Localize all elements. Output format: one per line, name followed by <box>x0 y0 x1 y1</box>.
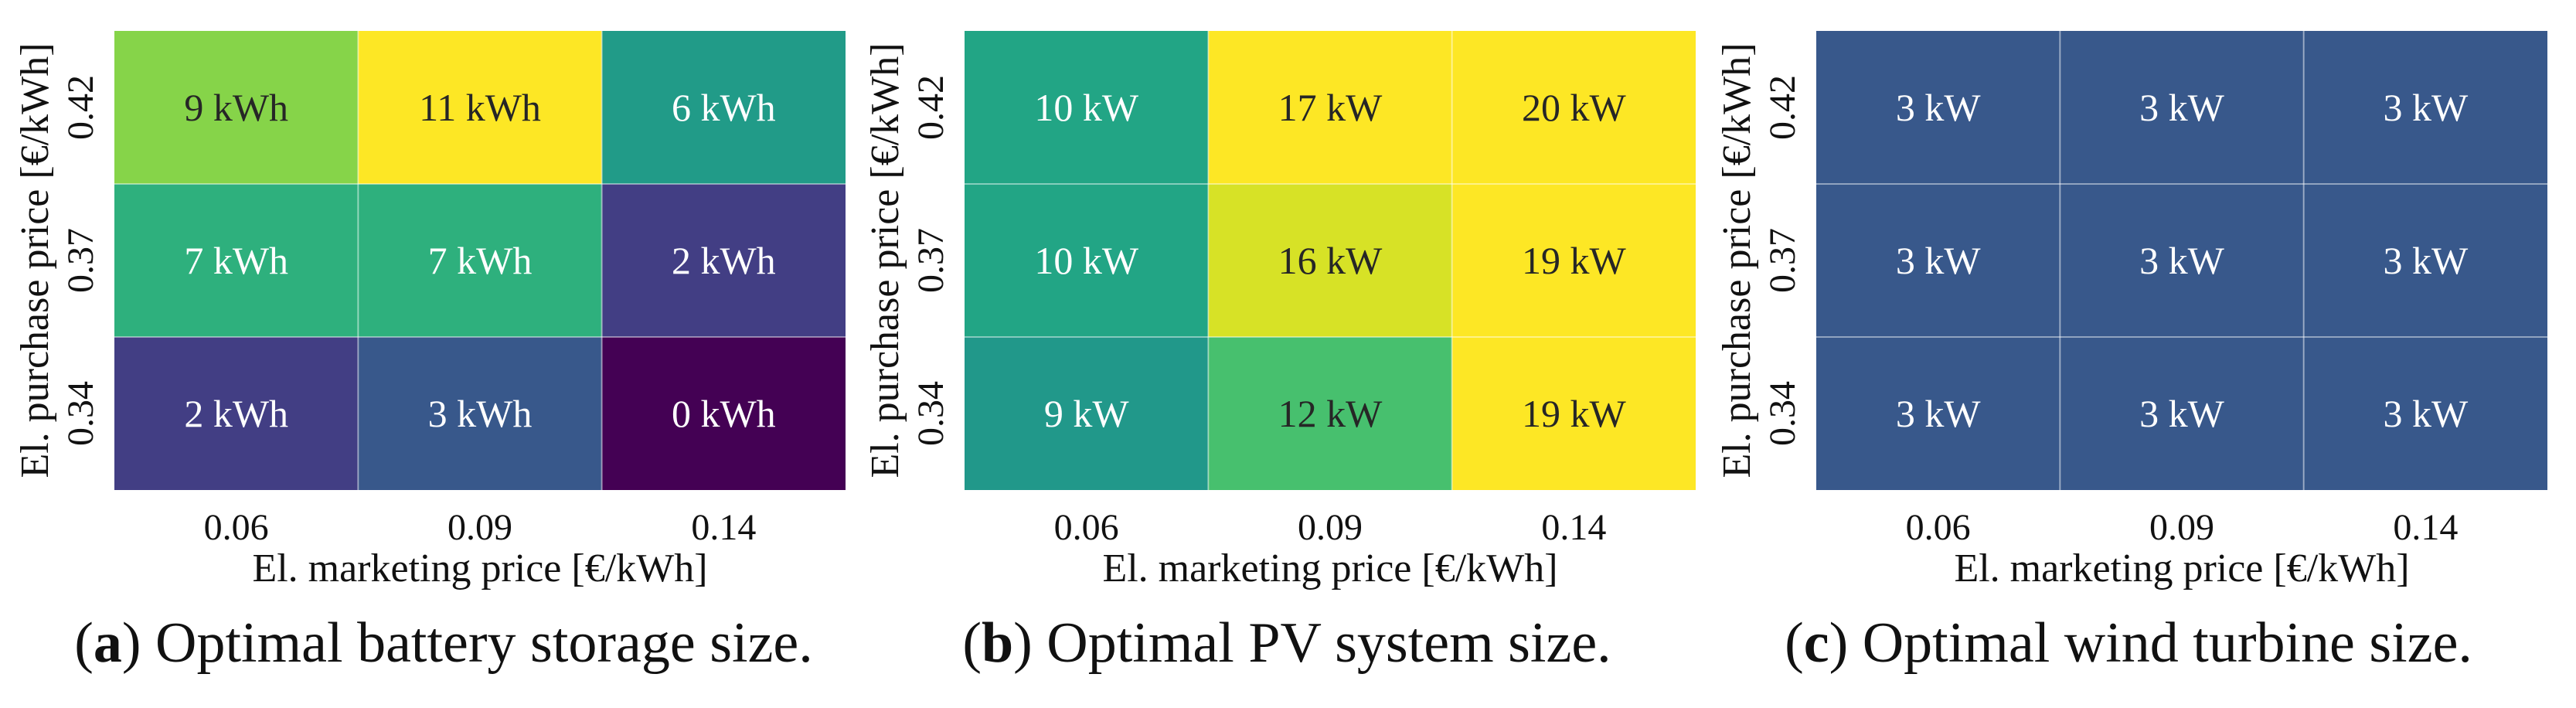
heatmap-cell <box>114 184 359 337</box>
caption-text: Optimal wind turbine size. <box>1862 611 2472 675</box>
cell-value-label: 10 kW <box>1034 86 1139 129</box>
cell-value-label: 7 kWh <box>428 239 533 282</box>
heatmap-cell <box>1816 184 2060 337</box>
x-tick-label: 0.06 <box>204 507 269 548</box>
cell-value-label: 3 kW <box>1896 392 1982 435</box>
x-tick-label: 0.09 <box>447 507 512 548</box>
heatmap-cell <box>2060 184 2304 337</box>
cell-value-label: 9 kW <box>1044 392 1130 435</box>
heatmap-cell <box>965 31 1209 184</box>
cell-value-label: 2 kWh <box>184 392 288 435</box>
heatmap-cell <box>2060 31 2304 184</box>
y-tick-label: 0.34 <box>60 381 101 446</box>
cell-value-label: 19 kW <box>1522 239 1627 282</box>
x-tick-label: 0.06 <box>1054 507 1119 548</box>
y-axis-label: El. purchase price [€/kWh] <box>863 43 907 478</box>
cell-value-label: 19 kW <box>1522 392 1627 435</box>
cell-value-label: 10 kW <box>1034 239 1139 282</box>
heatmap-cell <box>1208 184 1452 337</box>
caption-text: Optimal PV system size. <box>1046 611 1611 675</box>
heatmap-cell <box>1208 337 1452 490</box>
x-tick-label: 0.09 <box>1298 507 1363 548</box>
cell-value-label: 3 kW <box>2383 86 2469 129</box>
y-axis-label: El. purchase price [€/kWh] <box>1715 43 1759 478</box>
cell-value-label: 3 kW <box>2139 86 2225 129</box>
heatmap-cell <box>2303 184 2547 337</box>
cell-value-label: 12 kW <box>1278 392 1383 435</box>
y-tick-label: 0.37 <box>910 228 951 293</box>
caption-label-text: c <box>1803 611 1829 675</box>
cell-value-label: 3 kW <box>2139 239 2225 282</box>
y-tick-label: 0.42 <box>1762 75 1803 140</box>
heatmap-cell <box>358 31 602 184</box>
x-tick-label: 0.06 <box>1906 507 1971 548</box>
heatmap-cell <box>1451 31 1696 184</box>
caption-pv: (b) Optimal PV system size. <box>962 611 1611 675</box>
caption-label-text: b <box>981 611 1014 675</box>
cell-value-label: 3 kWh <box>428 392 533 435</box>
heatmap-cell <box>2060 337 2304 490</box>
caption-battery: (a) Optimal battery storage size. <box>74 611 813 675</box>
cell-value-label: 9 kWh <box>184 86 288 129</box>
heatmap-cell <box>1816 31 2060 184</box>
heatmap-cell <box>114 337 359 490</box>
heatmap-cell <box>965 184 1209 337</box>
y-tick-label: 0.37 <box>1762 228 1803 293</box>
x-tick-label: 0.14 <box>2393 507 2458 548</box>
heatmap-cell <box>965 337 1209 490</box>
caption-text: Optimal battery storage size. <box>155 611 813 675</box>
cell-value-label: 2 kWh <box>672 239 776 282</box>
cell-value-label: 11 kWh <box>419 86 541 129</box>
y-tick-label: 0.34 <box>1762 381 1803 446</box>
cell-value-label: 17 kW <box>1278 86 1383 129</box>
cell-value-label: 16 kW <box>1278 239 1383 282</box>
x-tick-label: 0.14 <box>691 507 756 548</box>
heatmap-cell <box>1208 31 1452 184</box>
caption-label-text: a <box>93 611 122 675</box>
heatmap-cell <box>601 184 846 337</box>
heatmap-cell <box>114 31 359 184</box>
cell-value-label: 3 kW <box>2139 392 2225 435</box>
y-tick-label: 0.42 <box>60 75 101 140</box>
caption-wind: (c) Optimal wind turbine size. <box>1785 611 2472 675</box>
heatmap-cell <box>2303 31 2547 184</box>
cell-value-label: 20 kW <box>1522 86 1627 129</box>
y-axis-label: El. purchase price [€/kWh] <box>13 43 57 478</box>
y-tick-label: 0.37 <box>60 228 101 293</box>
cell-value-label: 6 kWh <box>672 86 776 129</box>
heatmap-cell <box>601 31 846 184</box>
heatmap-cell <box>1451 184 1696 337</box>
heatmap-cell <box>2303 337 2547 490</box>
heatmap-cell <box>358 184 602 337</box>
x-axis-label: El. marketing price [€/kWh] <box>1102 546 1557 591</box>
heatmap-cell <box>601 337 846 490</box>
heatmap-cell <box>1816 337 2060 490</box>
cell-value-label: 3 kW <box>1896 86 1982 129</box>
x-axis-label: El. marketing price [€/kWh] <box>252 546 707 591</box>
x-tick-label: 0.09 <box>2149 507 2214 548</box>
cell-value-label: 3 kW <box>2383 392 2469 435</box>
cell-value-label: 3 kW <box>1896 239 1982 282</box>
cell-value-label: 7 kWh <box>184 239 288 282</box>
heatmap-cell <box>358 337 602 490</box>
heatmap-cell <box>1451 337 1696 490</box>
cell-value-label: 3 kW <box>2383 239 2469 282</box>
x-axis-label: El. marketing price [€/kWh] <box>1954 546 2409 591</box>
figure: 9 kWh 11 kWh 6 kWh 7 kWh 7 kWh 2 kWh 2 kWh 3 kW… <box>13 31 2547 591</box>
cell-value-label: 0 kWh <box>672 392 776 435</box>
y-tick-label: 0.42 <box>910 75 951 140</box>
y-tick-label: 0.34 <box>910 381 951 446</box>
x-tick-label: 0.14 <box>1541 507 1606 548</box>
